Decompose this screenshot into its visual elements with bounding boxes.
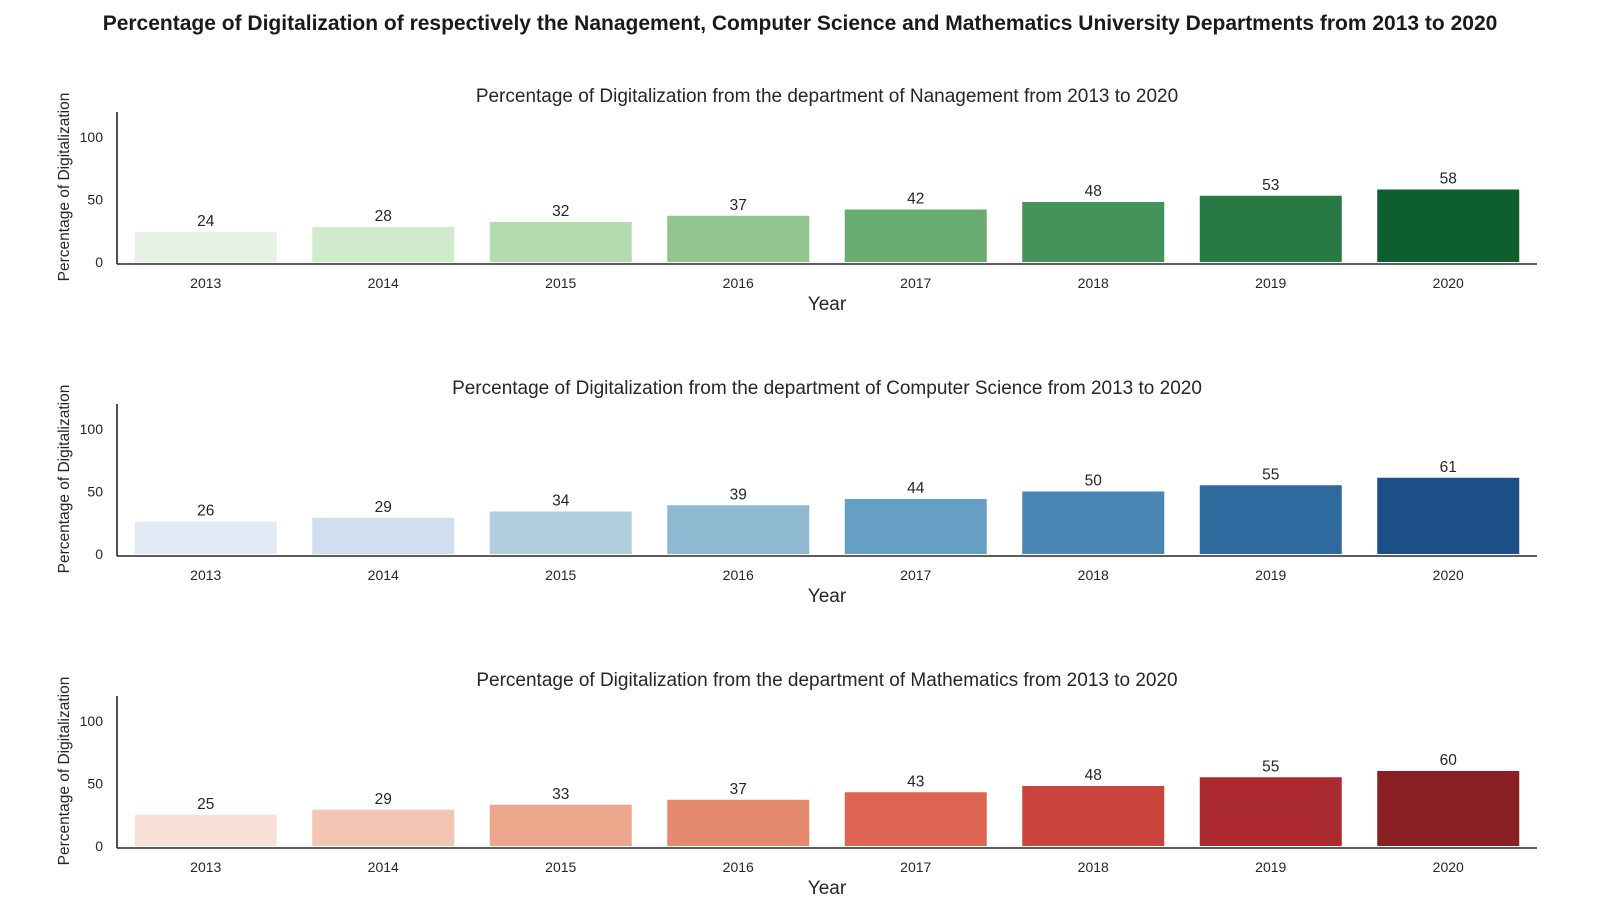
x-tick-label: 2015 bbox=[545, 275, 576, 291]
x-tick-label: 2020 bbox=[1433, 859, 1464, 875]
bar-value-label: 42 bbox=[907, 191, 924, 208]
bar-value-label: 48 bbox=[1085, 183, 1102, 200]
x-tick-label: 2013 bbox=[190, 859, 221, 875]
y-axis-label: Percentage of Digitalization bbox=[56, 93, 73, 282]
bar-value-label: 29 bbox=[375, 791, 392, 808]
bar-value-label: 33 bbox=[552, 786, 569, 803]
y-tick-label: 100 bbox=[80, 129, 104, 145]
x-axis-label: Year bbox=[808, 878, 847, 899]
bar-value-label: 24 bbox=[197, 213, 215, 230]
bar-2020 bbox=[1377, 771, 1520, 846]
bar-value-label: 29 bbox=[375, 499, 392, 516]
bar-value-label: 48 bbox=[1085, 767, 1102, 784]
bar-value-label: 25 bbox=[197, 796, 214, 813]
bar-value-label: 34 bbox=[552, 493, 570, 510]
bar-2015 bbox=[489, 222, 632, 262]
x-tick-label: 2019 bbox=[1255, 275, 1286, 291]
y-axis-label: Percentage of Digitalization bbox=[56, 385, 73, 574]
x-axis-label: Year bbox=[808, 294, 847, 315]
x-tick-label: 2017 bbox=[900, 859, 931, 875]
x-tick-label: 2018 bbox=[1078, 567, 1109, 583]
bar-value-label: 58 bbox=[1440, 171, 1457, 188]
bar-value-label: 39 bbox=[730, 486, 747, 503]
x-tick-label: 2015 bbox=[545, 859, 576, 875]
x-tick-label: 2013 bbox=[190, 567, 221, 583]
x-tick-label: 2016 bbox=[723, 859, 754, 875]
chart-panel-3: Percentage of Digitalization from the de… bbox=[56, 670, 1537, 899]
bar-value-label: 43 bbox=[907, 773, 924, 790]
x-tick-label: 2020 bbox=[1433, 275, 1464, 291]
chart-panel-1: Percentage of Digitalization from the de… bbox=[56, 86, 1537, 315]
x-tick-label: 2019 bbox=[1255, 567, 1286, 583]
bar-2014 bbox=[312, 517, 455, 554]
x-tick-label: 2019 bbox=[1255, 859, 1286, 875]
bar-2013 bbox=[134, 521, 277, 554]
bar-value-label: 55 bbox=[1262, 466, 1279, 483]
bar-value-label: 50 bbox=[1085, 473, 1103, 490]
bar-value-label: 61 bbox=[1440, 459, 1457, 476]
chart-title: Percentage of Digitalization from the de… bbox=[452, 378, 1202, 399]
x-tick-label: 2016 bbox=[723, 275, 754, 291]
y-tick-label: 0 bbox=[95, 838, 103, 854]
x-tick-label: 2014 bbox=[368, 859, 399, 875]
bar-2013 bbox=[134, 232, 277, 262]
bar-value-label: 26 bbox=[197, 503, 214, 520]
y-tick-label: 50 bbox=[87, 192, 103, 208]
y-tick-label: 0 bbox=[95, 254, 103, 270]
bar-2014 bbox=[312, 227, 455, 262]
y-tick-label: 0 bbox=[95, 546, 103, 562]
bar-2017 bbox=[844, 209, 987, 262]
bar-value-label: 60 bbox=[1440, 752, 1458, 769]
figure-title: Percentage of Digitalization of respecti… bbox=[102, 12, 1498, 35]
bar-value-label: 28 bbox=[375, 208, 392, 225]
x-tick-label: 2014 bbox=[368, 275, 399, 291]
x-tick-label: 2017 bbox=[900, 275, 931, 291]
x-tick-label: 2018 bbox=[1078, 275, 1109, 291]
bar-value-label: 32 bbox=[552, 203, 569, 220]
x-tick-label: 2015 bbox=[545, 567, 576, 583]
y-tick-label: 100 bbox=[80, 713, 104, 729]
y-axis-label: Percentage of Digitalization bbox=[56, 677, 73, 866]
chart-title: Percentage of Digitalization from the de… bbox=[476, 86, 1178, 107]
x-axis-label: Year bbox=[808, 586, 847, 607]
y-tick-label: 50 bbox=[87, 484, 103, 500]
x-tick-label: 2016 bbox=[723, 567, 754, 583]
bar-2016 bbox=[667, 215, 810, 262]
chart-panel-2: Percentage of Digitalization from the de… bbox=[56, 378, 1537, 607]
bar-2015 bbox=[489, 804, 632, 846]
bar-value-label: 37 bbox=[730, 781, 747, 798]
x-tick-label: 2017 bbox=[900, 567, 931, 583]
bar-2015 bbox=[489, 511, 632, 554]
bar-2018 bbox=[1022, 202, 1165, 262]
bar-2020 bbox=[1377, 477, 1520, 554]
bar-2013 bbox=[134, 814, 277, 846]
bar-2016 bbox=[667, 799, 810, 846]
bar-2017 bbox=[844, 792, 987, 846]
bar-value-label: 37 bbox=[730, 197, 747, 214]
bar-2018 bbox=[1022, 786, 1165, 846]
bar-2019 bbox=[1199, 195, 1342, 262]
bar-2017 bbox=[844, 499, 987, 554]
bar-value-label: 44 bbox=[907, 480, 925, 497]
x-tick-label: 2014 bbox=[368, 567, 399, 583]
x-tick-label: 2020 bbox=[1433, 567, 1464, 583]
chart-title: Percentage of Digitalization from the de… bbox=[476, 670, 1177, 691]
y-tick-label: 50 bbox=[87, 776, 103, 792]
bar-2019 bbox=[1199, 485, 1342, 554]
bar-2016 bbox=[667, 505, 810, 554]
bar-value-label: 53 bbox=[1262, 177, 1279, 194]
bar-2014 bbox=[312, 809, 455, 846]
bar-2018 bbox=[1022, 491, 1165, 554]
y-tick-label: 100 bbox=[80, 421, 104, 437]
x-tick-label: 2018 bbox=[1078, 859, 1109, 875]
bar-value-label: 55 bbox=[1262, 758, 1279, 775]
bar-2019 bbox=[1199, 777, 1342, 846]
x-tick-label: 2013 bbox=[190, 275, 221, 291]
bar-2020 bbox=[1377, 189, 1520, 262]
